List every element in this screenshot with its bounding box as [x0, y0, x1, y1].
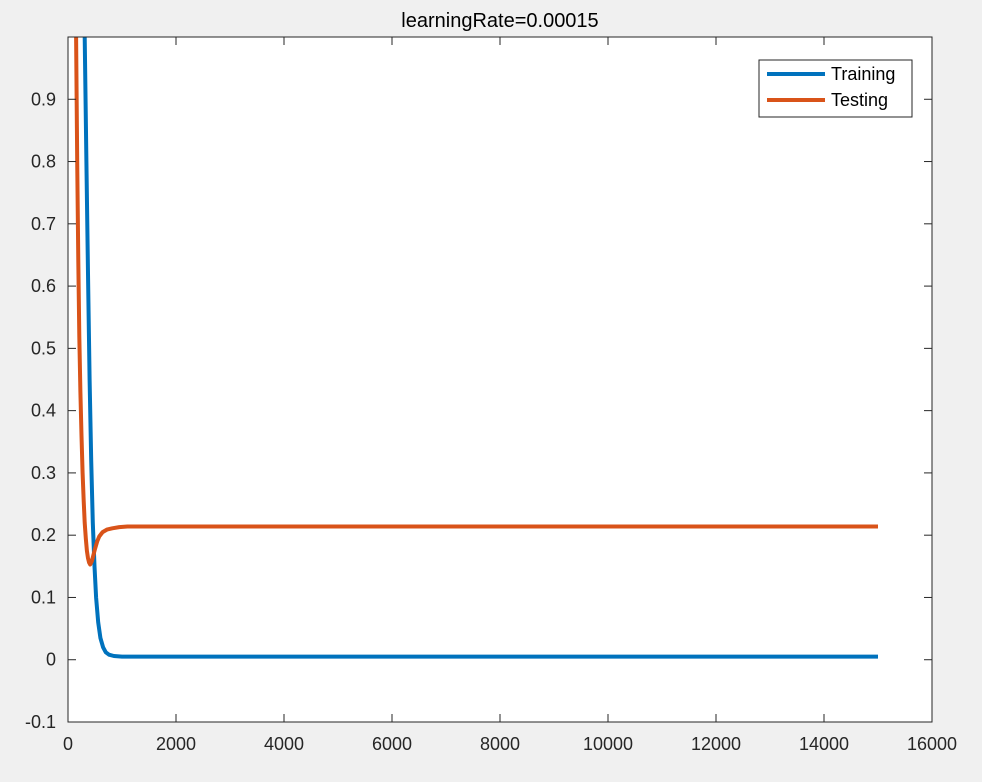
- legend: Training Testing: [758, 59, 913, 118]
- y-tick-label: 0.4: [31, 401, 56, 421]
- y-tick-label: 0: [46, 650, 56, 670]
- x-tick-label: 14000: [799, 734, 849, 754]
- y-tick-label: -0.1: [25, 712, 56, 732]
- x-tick-label: 4000: [264, 734, 304, 754]
- y-tick-label: 0.3: [31, 463, 56, 483]
- x-tick-label: 0: [63, 734, 73, 754]
- tick-layer: 0 2000 4000 6000 8000 10000 12000 14000 16000 -0.…: [25, 37, 957, 754]
- series-line-training: [82, 37, 878, 659]
- legend-label: Training: [831, 64, 895, 84]
- series-layer: [74, 37, 878, 659]
- chart-title: learningRate=0.00015: [401, 10, 598, 32]
- x-tick-label: 10000: [583, 734, 633, 754]
- axes-box: [67, 36, 933, 723]
- x-tick-label: 6000: [372, 734, 412, 754]
- x-tick-label: 16000: [907, 734, 957, 754]
- y-tick-label: 0.1: [31, 587, 56, 607]
- y-tick-label: 0.2: [31, 525, 56, 545]
- y-tick-label: 0.5: [31, 338, 56, 358]
- x-tick-label: 12000: [691, 734, 741, 754]
- plot-area: [68, 37, 932, 722]
- y-tick-label: 0.6: [31, 276, 56, 296]
- x-tick-label: 8000: [480, 734, 520, 754]
- y-tick-label: 0.8: [31, 152, 56, 172]
- x-tick-label: 2000: [156, 734, 196, 754]
- legend-label: Testing: [831, 90, 888, 110]
- y-tick-label: 0.7: [31, 214, 56, 234]
- y-tick-label: 0.9: [31, 89, 56, 109]
- series-line-testing: [74, 37, 878, 567]
- legend-box: [758, 59, 913, 118]
